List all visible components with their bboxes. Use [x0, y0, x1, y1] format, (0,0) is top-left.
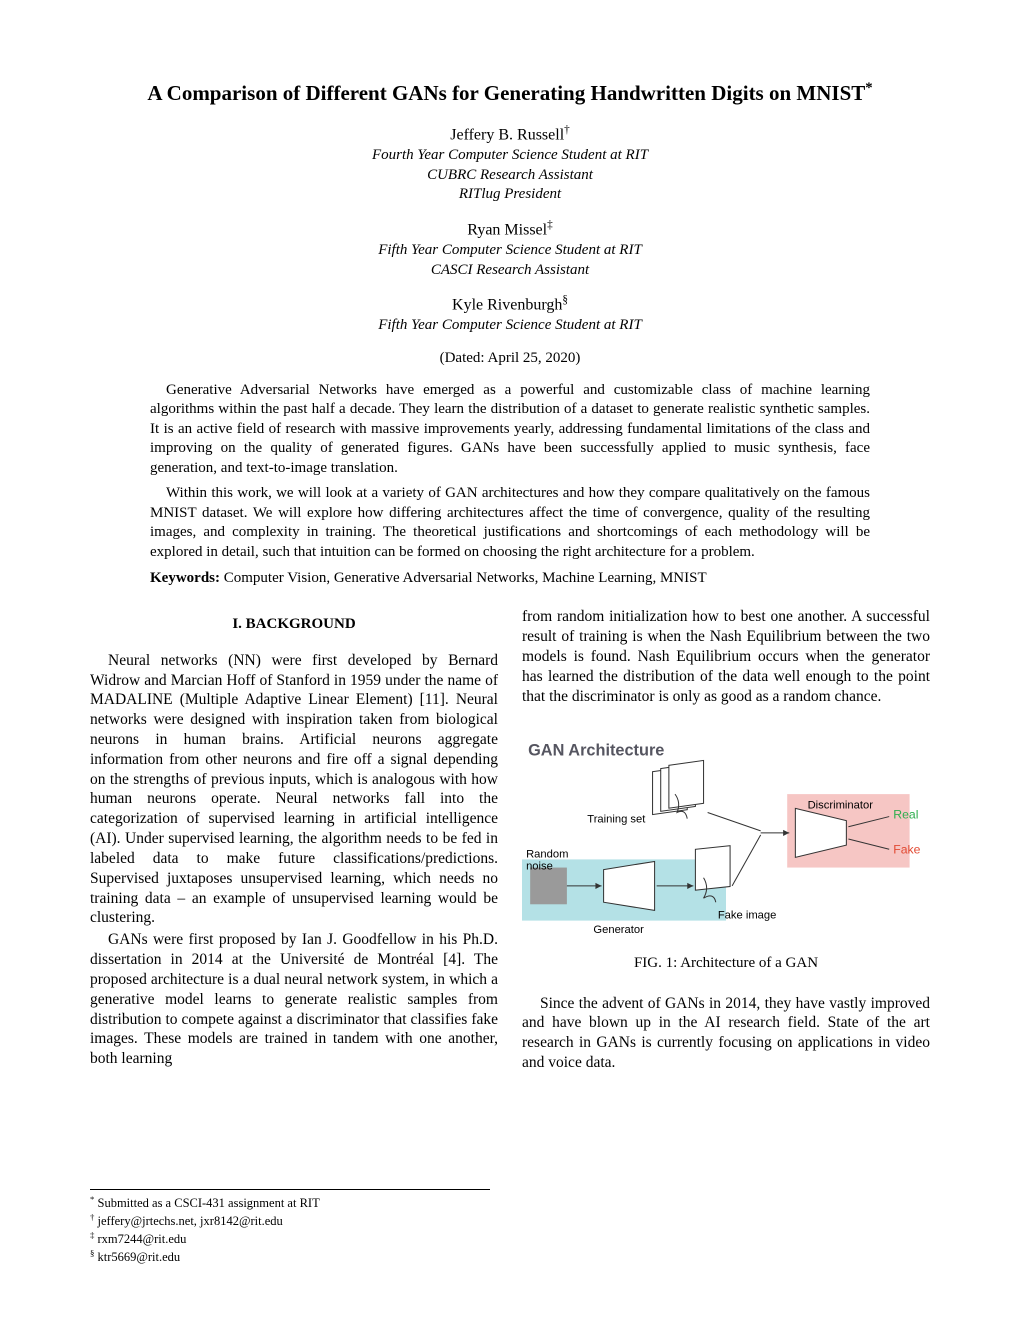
figure-caption: FIG. 1: Architecture of a GAN [522, 954, 930, 973]
arrow-fake-merge [732, 835, 761, 886]
keywords-label: Keywords: [150, 570, 220, 586]
figure-1: GAN Architecture Random noise Generator [522, 737, 930, 974]
footnote-line: § ktr5669@rit.edu [90, 1248, 490, 1266]
abstract-paragraph: Generative Adversarial Networks have eme… [150, 381, 870, 479]
left-column: I. BACKGROUND Neural networks (NN) were … [90, 607, 498, 1074]
fig-title: GAN Architecture [528, 741, 664, 759]
left-column-body: Neural networks (NN) were first develope… [90, 651, 498, 1069]
body-paragraph: Since the advent of GANs in 2014, they h… [522, 994, 930, 1073]
discriminator-label: Discriminator [808, 799, 874, 811]
noise-label-1: Random [526, 848, 568, 860]
author-name: Ryan Missel‡ [90, 219, 930, 239]
author-name: Jeffery B. Russell† [90, 124, 930, 144]
fake-image-rect [695, 845, 730, 889]
footnote-line: ‡ rxm7244@rit.edu [90, 1230, 490, 1248]
keywords-text: Computer Vision, Generative Adversarial … [220, 570, 707, 586]
author-affiliation: CUBRC Research Assistant [90, 166, 930, 186]
body-paragraph: from random initialization how to best o… [522, 607, 930, 706]
noise-label-2: noise [526, 860, 553, 872]
author-affiliation: CASCI Research Assistant [90, 261, 930, 281]
paper-title: A Comparison of Different GANs for Gener… [90, 80, 930, 106]
training-set-label: Training set [587, 813, 646, 825]
right-column-bottom: Since the advent of GANs in 2014, they h… [522, 994, 930, 1073]
author-name: Kyle Rivenburgh§ [90, 294, 930, 314]
author-affiliation: RITlug President [90, 185, 930, 205]
section-heading: I. BACKGROUND [90, 615, 498, 634]
author-affiliation: Fourth Year Computer Science Student at … [90, 146, 930, 166]
abstract: Generative Adversarial Networks have eme… [150, 381, 870, 563]
generator-shape [604, 861, 655, 910]
body-paragraph: GANs were first proposed by Ian J. Goodf… [90, 930, 498, 1069]
author-block: Jeffery B. Russell†Fourth Year Computer … [90, 124, 930, 205]
footnote-line: † jeffery@jrtechs.net, jxr8142@rit.edu [90, 1212, 490, 1230]
noise-block [530, 867, 567, 904]
page: A Comparison of Different GANs for Gener… [0, 0, 1020, 1320]
footnote-line: * Submitted as a CSCI-431 assignment at … [90, 1194, 490, 1212]
generator-label: Generator [593, 923, 644, 935]
fake-label: Fake [893, 842, 920, 856]
arrow-train-merge [708, 812, 761, 830]
keywords: Keywords: Computer Vision, Generative Ad… [150, 570, 870, 587]
author-affiliation: Fifth Year Computer Science Student at R… [90, 316, 930, 336]
gan-architecture-diagram: GAN Architecture Random noise Generator [522, 737, 930, 941]
fake-image-label: Fake image [718, 909, 777, 921]
real-label: Real [893, 807, 918, 821]
abstract-paragraph: Within this work, we will look at a vari… [150, 484, 870, 562]
training-set-stack [653, 760, 704, 818]
author-block: Kyle Rivenburgh§Fifth Year Computer Scie… [90, 294, 930, 336]
body-paragraph: Neural networks (NN) were first develope… [90, 651, 498, 929]
footnotes: * Submitted as a CSCI-431 assignment at … [90, 1189, 490, 1266]
title-text: A Comparison of Different GANs for Gener… [147, 81, 865, 105]
body-columns: I. BACKGROUND Neural networks (NN) were … [90, 607, 930, 1074]
authors-block: Jeffery B. Russell†Fourth Year Computer … [90, 124, 930, 336]
author-affiliation: Fifth Year Computer Science Student at R… [90, 241, 930, 261]
right-column-top: from random initialization how to best o… [522, 607, 930, 706]
author-block: Ryan Missel‡Fifth Year Computer Science … [90, 219, 930, 280]
dated-line: (Dated: April 25, 2020) [90, 350, 930, 367]
title-footnote-marker: * [865, 80, 872, 96]
right-column: from random initialization how to best o… [522, 607, 930, 1074]
